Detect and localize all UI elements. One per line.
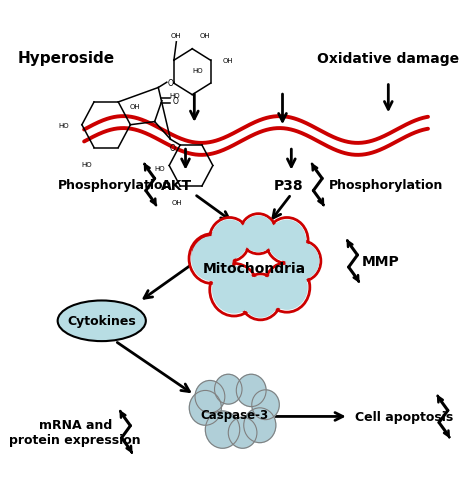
Text: Mitochondria: Mitochondria [202,262,305,276]
Text: O: O [173,97,179,106]
Circle shape [192,237,232,281]
Circle shape [195,381,225,413]
Text: Caspase-3: Caspase-3 [200,408,268,420]
Text: HO: HO [58,122,69,129]
Text: Oxidative damage: Oxidative damage [317,52,459,66]
Text: OH: OH [171,33,182,39]
Text: OH: OH [130,104,141,110]
Circle shape [210,218,250,262]
Text: OH: OH [171,199,182,205]
Circle shape [237,374,266,407]
Text: Cell apoptosis: Cell apoptosis [355,410,454,423]
Text: Phosphorylation: Phosphorylation [329,179,443,192]
Circle shape [286,244,319,279]
Circle shape [239,275,282,320]
Circle shape [242,277,279,317]
Circle shape [252,390,279,420]
Circle shape [267,266,307,310]
Text: AKT: AKT [161,178,192,192]
Circle shape [189,234,235,284]
Circle shape [210,264,258,316]
Circle shape [215,374,242,404]
Circle shape [240,214,277,254]
Text: P38: P38 [273,178,303,192]
Text: HO: HO [82,161,92,168]
Circle shape [189,391,221,425]
Circle shape [205,411,240,448]
Circle shape [244,408,276,443]
Circle shape [193,236,227,273]
Circle shape [228,417,257,448]
Text: O: O [167,79,173,87]
Text: MMP: MMP [362,254,400,268]
Text: OH: OH [200,33,210,39]
Text: mRNA and
protein expression: mRNA and protein expression [9,418,141,446]
Circle shape [284,241,321,281]
Circle shape [195,239,225,270]
Ellipse shape [58,301,146,341]
Text: Cytokines: Cytokines [67,315,136,328]
Text: Hyperoside: Hyperoside [18,51,115,66]
Circle shape [264,263,310,312]
Text: Phosphorylation: Phosphorylation [58,179,172,192]
Text: HO: HO [192,68,203,73]
Circle shape [266,218,308,264]
Text: HO: HO [154,166,165,172]
Text: O: O [170,144,176,152]
Circle shape [268,221,306,261]
Circle shape [212,221,247,259]
Circle shape [242,216,274,252]
Text: OH: OH [223,58,233,64]
Text: HO: HO [170,93,180,98]
Circle shape [213,267,255,313]
